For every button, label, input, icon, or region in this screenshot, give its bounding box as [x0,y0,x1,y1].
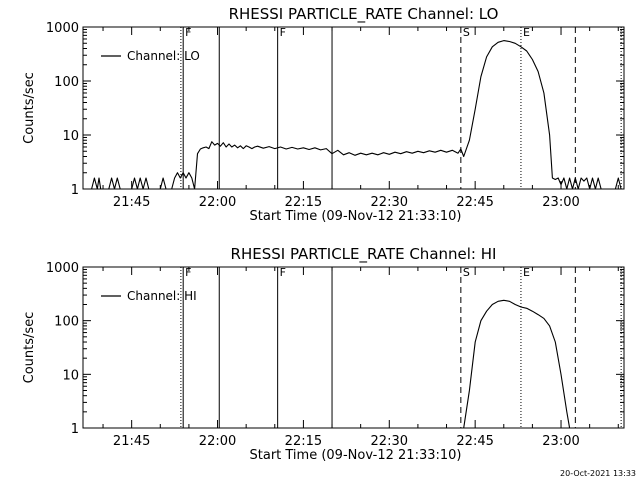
x-tick-label: 22:00 [199,434,236,449]
x-tick-label: 22:30 [371,195,408,210]
x-axis-label: Start Time (09-Nov-12 21:33:10) [250,209,462,224]
y-tick-label: 100 [54,315,79,330]
event-marker-label: S [463,26,470,39]
x-tick-label: 23:00 [542,195,579,210]
y-axis-label: Counts/sec [22,312,37,384]
series-line [463,299,571,429]
plot-frame [82,26,625,190]
event-marker-label: S [463,266,470,279]
chart-title: RHESSI PARTICLE_RATE Channel: HI [231,245,497,264]
event-marker-label: E [523,266,530,279]
x-tick-label: 21:45 [113,195,150,210]
series-line [91,40,622,190]
x-tick-label: 22:15 [285,434,322,449]
y-tick-label: 1000 [46,261,79,276]
legend-entry: Channel: HI [127,289,197,303]
chart-title: RHESSI PARTICLE_RATE Channel: LO [229,5,499,24]
event-marker-label: E [523,26,530,39]
y-tick-label: 10 [62,368,79,383]
footer-timestamp: 20-Oct-2021 13:33 [560,469,636,478]
chart-panel-2: RHESSI PARTICLE_RATE Channel: HI 1 10 100 10… [22,245,625,463]
y-tick-label: 1000 [46,21,79,36]
y-tick-label: 100 [54,75,79,90]
event-marker-label: F [185,266,191,279]
legend-entry: Channel: LO [127,49,200,63]
x-tick-label: 22:30 [371,434,408,449]
x-tick-label: 23:00 [542,434,579,449]
x-tick-label: 22:45 [456,434,493,449]
x-tick-label: 22:15 [285,195,322,210]
y-tick-label: 1 [71,183,79,198]
x-tick-label: 22:45 [456,195,493,210]
y-tick-label: 10 [62,129,79,144]
y-tick-label: 1 [71,422,79,437]
chart-panel-1: RHESSI PARTICLE_RATE Channel: LO 1 10 100 10… [22,5,625,224]
x-axis-label: Start Time (09-Nov-12 21:33:10) [250,448,462,463]
y-axis-label: Counts/sec [22,72,37,144]
event-marker-label: F [280,266,286,279]
plot-frame [82,266,625,429]
event-marker-label: F [280,26,286,39]
x-tick-label: 21:45 [113,434,150,449]
event-marker-label: F [185,26,191,39]
x-tick-label: 22:00 [199,195,236,210]
